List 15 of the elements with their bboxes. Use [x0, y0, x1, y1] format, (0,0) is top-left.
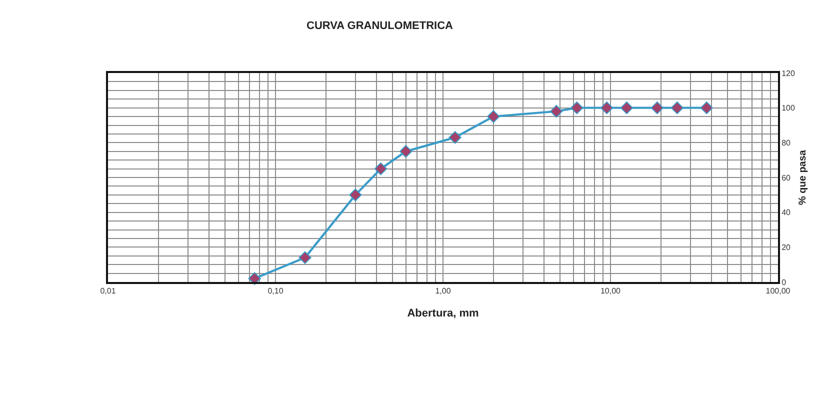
y-tick-label: 100 — [782, 104, 796, 113]
y-tick-label: 20 — [782, 242, 792, 252]
x-tick-label: 1,00 — [435, 286, 452, 296]
chart-title: CURVA GRANULOMETRICA — [306, 20, 454, 32]
y-axis-title: % que pasa — [798, 150, 808, 206]
x-tick-label: 0,01 — [100, 286, 116, 296]
y-tick-label: 60 — [782, 173, 792, 182]
x-tick-label: 0,10 — [268, 286, 284, 296]
x-axis-title: Abertura, mm — [407, 307, 479, 320]
y-tick-label: 40 — [782, 208, 792, 218]
y-tick-label: 120 — [782, 68, 796, 78]
y-tick-label: 0 — [782, 278, 787, 287]
y-tick-label: 80 — [782, 138, 792, 148]
x-tick-label: 10,00 — [600, 286, 622, 296]
x-tick-label: 100,00 — [766, 286, 791, 296]
